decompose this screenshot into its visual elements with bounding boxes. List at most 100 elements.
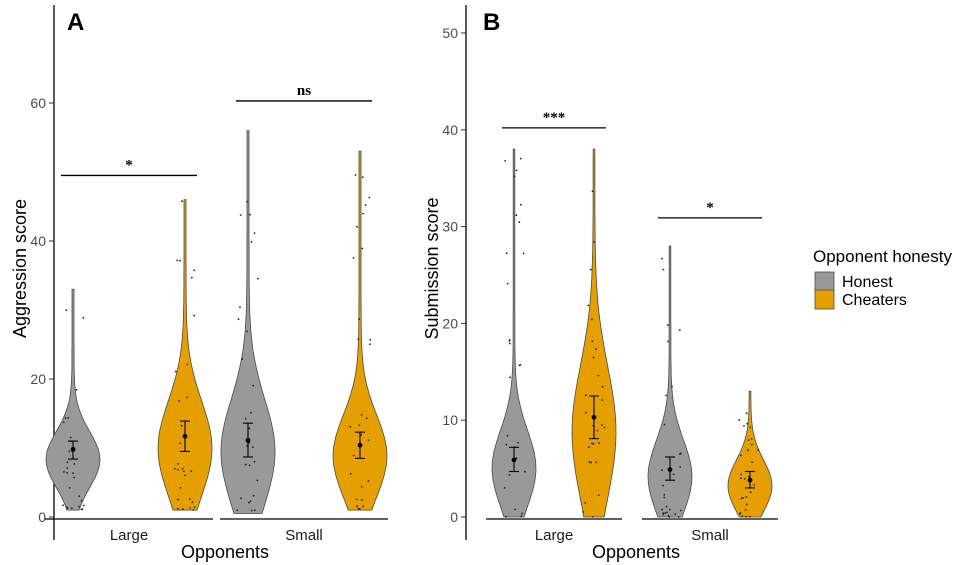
data-point: [193, 314, 196, 317]
data-point: [601, 399, 604, 402]
data-point: [354, 174, 357, 176]
data-point: [744, 509, 747, 511]
violin-cheaters-large: [571, 148, 617, 518]
data-point: [70, 507, 73, 509]
data-point: [62, 421, 65, 424]
data-point: [356, 225, 358, 228]
data-point: [174, 370, 177, 373]
data-point: [66, 467, 69, 469]
data-point: [179, 487, 182, 489]
data-point: [256, 479, 259, 482]
data-point: [520, 515, 523, 517]
data-point: [360, 485, 363, 488]
data-point: [519, 364, 522, 366]
data-point: [662, 513, 665, 516]
data-point: [251, 446, 254, 449]
data-point: [253, 509, 256, 512]
data-point: [666, 511, 668, 514]
data-point: [749, 515, 751, 518]
data-point: [505, 515, 507, 518]
data-point: [509, 376, 511, 379]
data-point: [369, 343, 371, 346]
data-point: [252, 494, 255, 497]
mean-point: [747, 477, 753, 483]
x-axis-title: Opponents: [181, 542, 269, 562]
data-point: [503, 487, 506, 489]
y-tick-label: 60: [30, 95, 46, 111]
significance-label: ***: [543, 110, 566, 126]
data-point: [62, 504, 64, 507]
data-point: [177, 498, 180, 501]
data-point: [592, 443, 595, 445]
data-point: [360, 433, 363, 436]
data-point: [78, 495, 81, 498]
data-point: [239, 306, 241, 309]
x-category-label-large: Large: [535, 527, 573, 544]
data-point: [361, 499, 363, 501]
data-point: [747, 439, 750, 441]
data-point: [591, 442, 593, 445]
data-point: [358, 318, 360, 321]
data-point: [356, 505, 358, 508]
data-point: [82, 316, 85, 319]
data-point: [357, 338, 360, 341]
data-point: [582, 511, 585, 513]
data-point: [663, 496, 666, 499]
data-point: [349, 472, 352, 475]
data-point: [740, 454, 742, 457]
data-point: [522, 252, 525, 255]
data-point: [593, 241, 596, 243]
data-point: [360, 414, 363, 416]
data-point: [598, 442, 600, 444]
data-point: [193, 269, 196, 272]
data-point: [661, 508, 663, 511]
data-point: [597, 374, 600, 377]
data-point: [513, 175, 516, 178]
data-point: [591, 516, 594, 518]
data-point: [63, 471, 65, 473]
violin-honest-small: [220, 130, 276, 514]
violin-honest-small: [647, 245, 693, 518]
mean-point: [667, 467, 673, 472]
data-point: [241, 358, 244, 361]
data-point: [364, 204, 367, 206]
data-point: [250, 411, 252, 414]
mean-point: [245, 438, 251, 443]
data-point: [178, 400, 181, 402]
mean-point: [357, 442, 363, 448]
data-point: [352, 257, 355, 259]
data-point: [667, 340, 670, 343]
data-point: [177, 463, 180, 465]
data-point: [188, 498, 191, 500]
data-point: [662, 512, 665, 514]
data-point: [669, 508, 671, 511]
data-point: [595, 461, 598, 464]
data-point: [679, 453, 681, 456]
data-point: [743, 478, 746, 480]
data-point: [73, 476, 75, 479]
y-tick-label: 40: [30, 233, 46, 249]
data-point: [590, 461, 593, 464]
data-point: [667, 514, 670, 517]
data-point: [747, 449, 749, 452]
panel-label: A: [67, 9, 84, 36]
y-tick-label: 50: [442, 25, 458, 41]
data-point: [592, 356, 595, 359]
legend-title: Opponent honesty: [813, 247, 952, 266]
data-point: [352, 454, 355, 457]
data-point: [749, 426, 752, 429]
y-tick-label: 40: [442, 122, 458, 138]
significance-label: *: [125, 157, 133, 173]
legend: Opponent honesty Honest Cheaters: [813, 247, 952, 310]
data-point: [179, 442, 182, 445]
y-tick-label: 20: [442, 315, 458, 331]
legend-label-honest: Honest: [842, 274, 893, 291]
data-point: [738, 419, 741, 421]
data-point: [518, 221, 521, 224]
data-point: [757, 449, 760, 452]
data-point: [246, 330, 249, 333]
panel-label: B: [483, 9, 500, 36]
y-axis-title: Submission score: [422, 197, 442, 339]
data-point: [509, 342, 511, 345]
data-point: [236, 509, 239, 512]
